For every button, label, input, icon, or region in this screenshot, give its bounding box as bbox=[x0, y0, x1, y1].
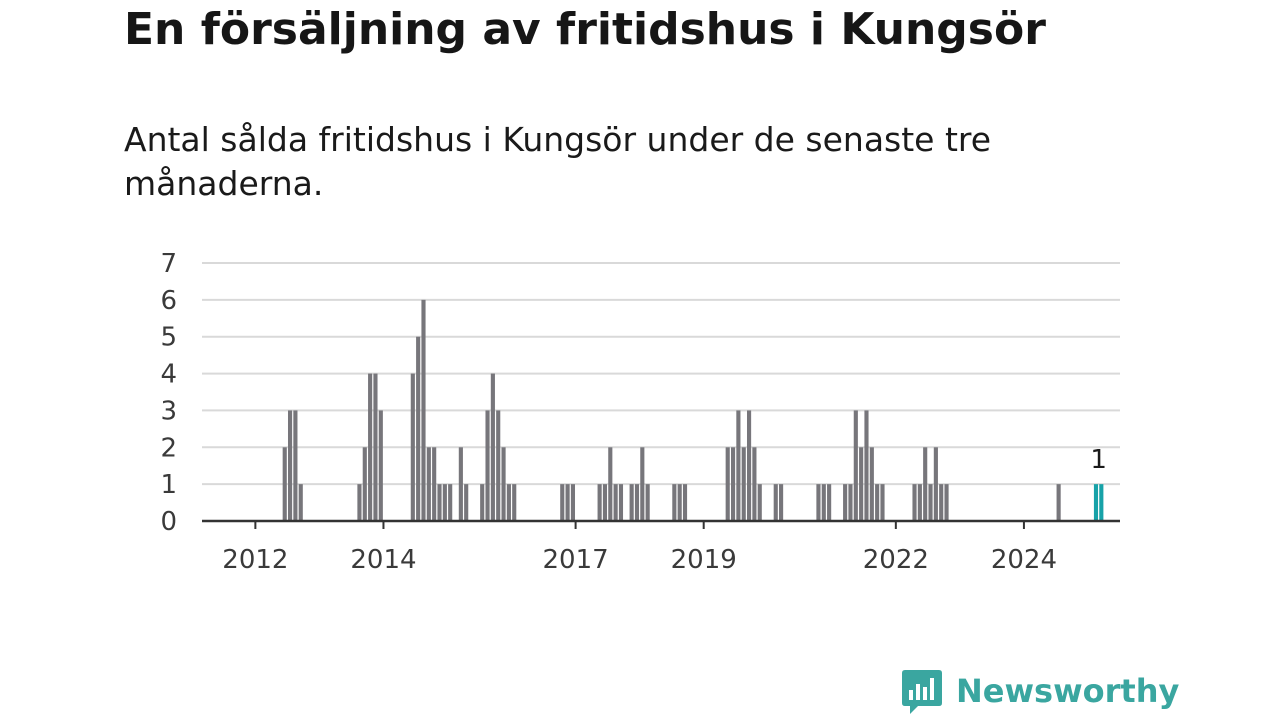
bar bbox=[426, 447, 431, 521]
x-tick-label: 2024 bbox=[991, 545, 1057, 575]
bar bbox=[752, 447, 757, 521]
bar bbox=[746, 410, 752, 521]
bar bbox=[933, 447, 938, 521]
bar bbox=[634, 484, 640, 521]
bar bbox=[864, 410, 869, 521]
bar bbox=[816, 484, 821, 521]
bar bbox=[448, 484, 453, 521]
bar bbox=[917, 484, 922, 521]
bar bbox=[640, 447, 645, 521]
bar bbox=[602, 484, 608, 521]
bar bbox=[490, 373, 495, 521]
brand-logo: Newsworthy bbox=[902, 670, 1179, 720]
bar bbox=[869, 447, 874, 521]
y-tick-label: 7 bbox=[160, 249, 177, 279]
y-tick-label: 0 bbox=[160, 507, 177, 537]
bar bbox=[875, 484, 880, 521]
y-tick-label: 1 bbox=[160, 470, 177, 500]
chart-title: En försäljning av fritidshus i Kungsör bbox=[124, 4, 1046, 55]
bar bbox=[912, 484, 917, 521]
bar bbox=[730, 447, 736, 521]
bar bbox=[736, 410, 741, 521]
bar bbox=[560, 484, 565, 521]
bar bbox=[362, 447, 367, 521]
bar bbox=[613, 484, 618, 521]
bar bbox=[848, 484, 853, 521]
y-tick-label: 2 bbox=[160, 433, 177, 463]
bar bbox=[741, 447, 746, 521]
bar bbox=[512, 484, 517, 521]
bar bbox=[432, 447, 437, 521]
bar bbox=[501, 447, 506, 521]
bar bbox=[725, 447, 730, 521]
bar bbox=[827, 484, 832, 521]
bar bbox=[357, 484, 362, 521]
bar-highlight bbox=[1093, 484, 1099, 521]
bar bbox=[682, 484, 688, 521]
bar bbox=[677, 484, 682, 521]
bar bbox=[859, 447, 864, 521]
x-tick-label: 2014 bbox=[350, 545, 416, 575]
x-tick-label: 2012 bbox=[222, 545, 288, 575]
bar bbox=[442, 484, 447, 521]
bar bbox=[464, 484, 469, 521]
bar bbox=[565, 484, 570, 521]
bar bbox=[410, 373, 415, 521]
bar bbox=[821, 484, 826, 521]
bar bbox=[437, 484, 442, 521]
bar bbox=[1056, 484, 1061, 521]
bar bbox=[282, 447, 287, 521]
bar bbox=[373, 373, 378, 521]
x-tick-label: 2017 bbox=[543, 545, 609, 575]
x-tick-label: 2022 bbox=[863, 545, 929, 575]
bar bbox=[773, 484, 778, 521]
bar bbox=[939, 484, 944, 521]
bar bbox=[618, 484, 624, 521]
bar bbox=[853, 410, 858, 521]
bar bbox=[608, 447, 613, 521]
bar-highlight bbox=[1099, 484, 1104, 521]
bar bbox=[506, 484, 511, 521]
bar bbox=[458, 447, 463, 521]
bar bbox=[597, 484, 602, 521]
bar bbox=[629, 484, 634, 521]
bar bbox=[368, 373, 373, 521]
bar bbox=[928, 484, 933, 521]
bar bbox=[944, 484, 949, 521]
bar bbox=[416, 336, 421, 521]
bar bbox=[672, 484, 677, 521]
bar bbox=[923, 447, 928, 521]
y-tick-label: 4 bbox=[160, 360, 177, 390]
data-label: 1 bbox=[1090, 445, 1107, 475]
bar bbox=[645, 484, 650, 521]
chart-subtitle: Antal sålda fritidshus i Kungsör under d… bbox=[124, 120, 992, 203]
bar bbox=[485, 410, 490, 521]
bar bbox=[480, 484, 485, 521]
bar bbox=[496, 410, 501, 521]
bar bbox=[298, 484, 303, 521]
bar bbox=[779, 484, 784, 521]
y-tick-label: 5 bbox=[160, 323, 177, 353]
bar bbox=[757, 484, 762, 521]
newsworthy-logo-icon bbox=[902, 670, 942, 714]
bar bbox=[421, 299, 426, 521]
y-tick-label: 6 bbox=[160, 286, 177, 316]
bar bbox=[880, 484, 885, 521]
y-tick-label: 3 bbox=[160, 396, 177, 426]
bar bbox=[843, 484, 848, 521]
brand-name: Newsworthy bbox=[956, 672, 1180, 710]
bar bbox=[287, 410, 293, 521]
bar bbox=[378, 410, 383, 521]
bar bbox=[293, 410, 298, 521]
x-tick-label: 2019 bbox=[671, 545, 737, 575]
bar bbox=[570, 484, 576, 521]
